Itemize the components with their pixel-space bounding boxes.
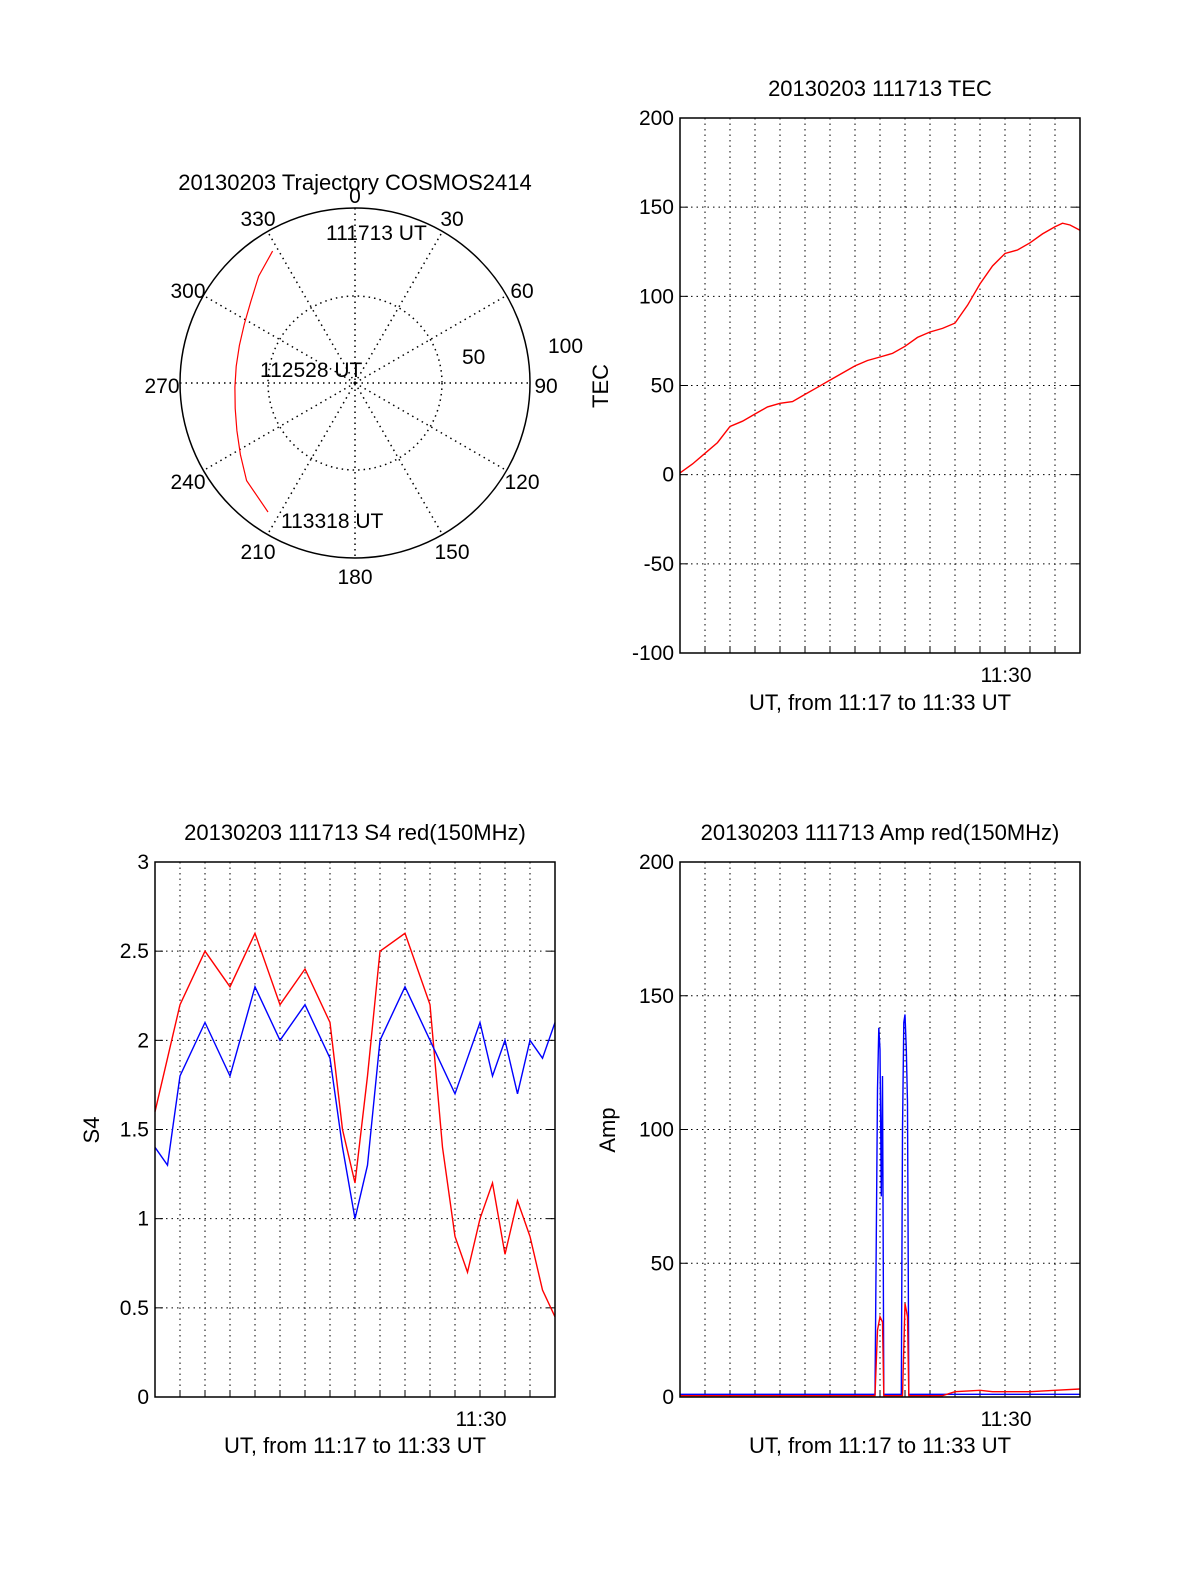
polar-angle-label-60: 60 — [510, 280, 533, 303]
tec-x-axis-label: UT, from 11:17 to 11:33 UT — [749, 690, 1011, 715]
tec-chart: 20130203 111713 TEC -100-50050100150200 … — [588, 76, 1081, 715]
y-tick-label: 100 — [639, 1119, 674, 1142]
polar-radius-label-50: 50 — [462, 346, 485, 369]
s4-chart: 20130203 111713 S4 red(150MHz) 0 0.5 1 1.5 2… — [79, 820, 556, 1458]
s4-frame — [154, 861, 556, 1398]
polar-chart: 20130203 Trajectory COSMOS2414 0 30 60 90 12… — [144, 170, 583, 589]
series-line-1 — [680, 1303, 1081, 1397]
y-tick-label: 3 — [137, 851, 149, 874]
y-tick-label: 200 — [639, 107, 674, 130]
polar-angle-label-120: 120 — [504, 471, 539, 494]
y-tick-label: 0 — [662, 1386, 674, 1409]
y-tick-label: 100 — [639, 285, 674, 308]
y-tick-label: 2 — [137, 1029, 149, 1052]
polar-title: 20130203 Trajectory COSMOS2414 — [178, 170, 531, 195]
amp-x-tick-label: 11:30 — [981, 1408, 1032, 1431]
s4-grid — [155, 861, 555, 1398]
polar-angle-label-270: 270 — [144, 375, 179, 398]
polar-angle-label-330: 330 — [240, 208, 275, 231]
polar-angle-label-90: 90 — [534, 375, 557, 398]
series-line-0 — [679, 222, 1081, 474]
polar-angle-labels: 0 30 60 90 120 150 180 210 240 270 300 330 — [144, 185, 557, 589]
polar-angle-label-0: 0 — [349, 185, 361, 208]
s4-x-tick-label: 11:30 — [456, 1408, 507, 1431]
polar-spoke-30 — [354, 231, 444, 384]
y-tick-label: 0 — [662, 464, 674, 487]
polar-spoke-240 — [203, 382, 356, 472]
y-tick-label: 150 — [639, 196, 674, 219]
y-tick-label: 200 — [639, 851, 674, 874]
tec-title: 20130203 111713 TEC — [768, 76, 992, 101]
trajectory-start-label: 111713 UT — [326, 222, 427, 245]
s4-y-axis-label: S4 — [79, 1117, 104, 1144]
polar-radius-label-100: 100 — [548, 335, 583, 358]
polar-angle-label-210: 210 — [240, 541, 275, 564]
amp-series — [680, 1014, 1081, 1397]
polar-angle-label-180: 180 — [337, 566, 372, 589]
amp-y-ticks: 0 50 100 150 200 — [639, 851, 674, 1409]
amp-y-axis-label: Amp — [595, 1107, 620, 1152]
tec-y-axis-label: TEC — [588, 364, 613, 408]
y-tick-label: 2.5 — [120, 940, 149, 963]
trajectory-line — [234, 250, 274, 513]
y-tick-label: 0 — [137, 1386, 149, 1409]
polar-angle-label-240: 240 — [170, 471, 205, 494]
y-tick-label: 0.5 — [120, 1297, 149, 1320]
s4-series — [154, 931, 556, 1318]
polar-inner-circle — [267, 295, 443, 471]
polar-angle-label-300: 300 — [170, 280, 205, 303]
tec-x-tick-label: 11:30 — [981, 664, 1032, 687]
tec-frame — [679, 117, 1081, 654]
s4-x-axis-label: UT, from 11:17 to 11:33 UT — [224, 1433, 486, 1458]
y-tick-label: 1 — [137, 1208, 149, 1231]
s4-y-ticks: 0 0.5 1 1.5 2 2.5 3 — [120, 851, 149, 1409]
series-line-1 — [154, 984, 556, 1219]
y-tick-label: 50 — [651, 375, 674, 398]
y-tick-label: 50 — [651, 1252, 674, 1275]
amp-frame — [679, 861, 1081, 1398]
polar-angle-label-30: 30 — [440, 208, 463, 231]
tec-grid — [680, 117, 1080, 654]
tec-series — [679, 222, 1081, 474]
series-line-0 — [154, 931, 556, 1318]
amp-chart: 20130203 111713 Amp red(150MHz) 0 50 100 15… — [595, 820, 1081, 1458]
trajectory-mid-label: 112528 UT — [260, 359, 363, 382]
polar-angle-label-150: 150 — [434, 541, 469, 564]
trajectory-end-label: 113318 UT — [281, 510, 384, 533]
y-tick-label: 150 — [639, 985, 674, 1008]
y-tick-label: -50 — [644, 553, 674, 576]
y-tick-label: 1.5 — [120, 1119, 149, 1142]
polar-spoke-60 — [354, 294, 507, 384]
polar-spokes — [180, 208, 530, 558]
amp-x-axis-label: UT, from 11:17 to 11:33 UT — [749, 1433, 1011, 1458]
y-tick-label: -100 — [632, 642, 674, 665]
tec-y-ticks: -100 -50 0 50 100 150 200 — [632, 107, 674, 665]
polar-spoke-120 — [354, 382, 507, 472]
s4-title: 20130203 111713 S4 red(150MHz) — [184, 820, 526, 845]
amp-title: 20130203 111713 Amp red(150MHz) — [701, 820, 1060, 845]
amp-grid — [680, 861, 1080, 1398]
